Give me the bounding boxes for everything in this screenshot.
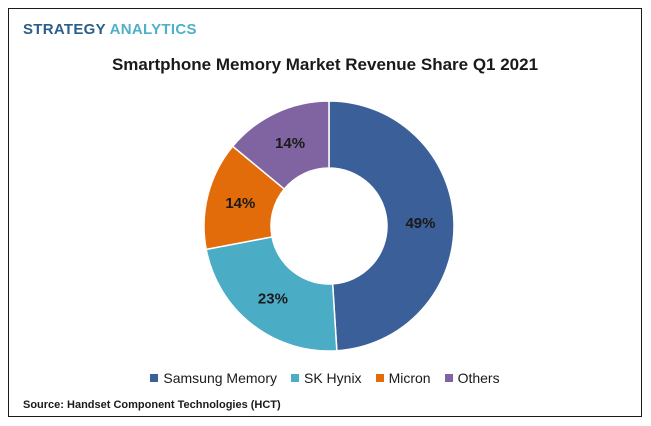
- legend-swatch-sk-hynix: [290, 374, 299, 382]
- legend: Samsung Memory SK Hynix Micron Others: [9, 370, 641, 386]
- legend-label-samsung: Samsung Memory: [163, 370, 277, 386]
- legend-item-samsung: Samsung Memory: [150, 370, 277, 386]
- donut-slices: [203, 100, 455, 352]
- legend-swatch-micron: [375, 374, 384, 382]
- data-label-others: 14%: [275, 135, 305, 152]
- legend-swatch-others: [444, 374, 453, 382]
- donut-labels: 49% 23% 14% 14%: [225, 135, 435, 307]
- data-label-micron: 14%: [225, 195, 255, 212]
- chart-frame: STRATEGY ANALYTICS Smartphone Memory Mar…: [8, 8, 642, 417]
- legend-item-others: Others: [444, 370, 500, 386]
- legend-label-sk-hynix: SK Hynix: [303, 370, 362, 386]
- donut-slice-sk-hynix: [205, 235, 338, 352]
- data-label-sk-hynix: 23%: [258, 290, 288, 307]
- donut-chart: 49% 23% 14% 14%: [203, 100, 455, 352]
- legend-label-micron: Micron: [388, 370, 431, 386]
- donut-slice-samsung: [328, 100, 455, 352]
- donut-slice-others: [231, 100, 330, 191]
- legend-label-others: Others: [457, 370, 500, 386]
- source-note: Source: Handset Component Technologies (…: [23, 399, 281, 411]
- legend-item-sk-hynix: SK Hynix: [290, 370, 362, 386]
- legend-item-micron: Micron: [375, 370, 431, 386]
- brand-logo: STRATEGY ANALYTICS: [23, 21, 197, 38]
- legend-swatch-samsung: [150, 374, 159, 382]
- data-label-samsung: 49%: [405, 215, 435, 232]
- brand-part1: STRATEGY: [23, 21, 106, 38]
- brand-part2: ANALYTICS: [109, 21, 197, 38]
- chart-title: Smartphone Memory Market Revenue Share Q…: [111, 55, 539, 74]
